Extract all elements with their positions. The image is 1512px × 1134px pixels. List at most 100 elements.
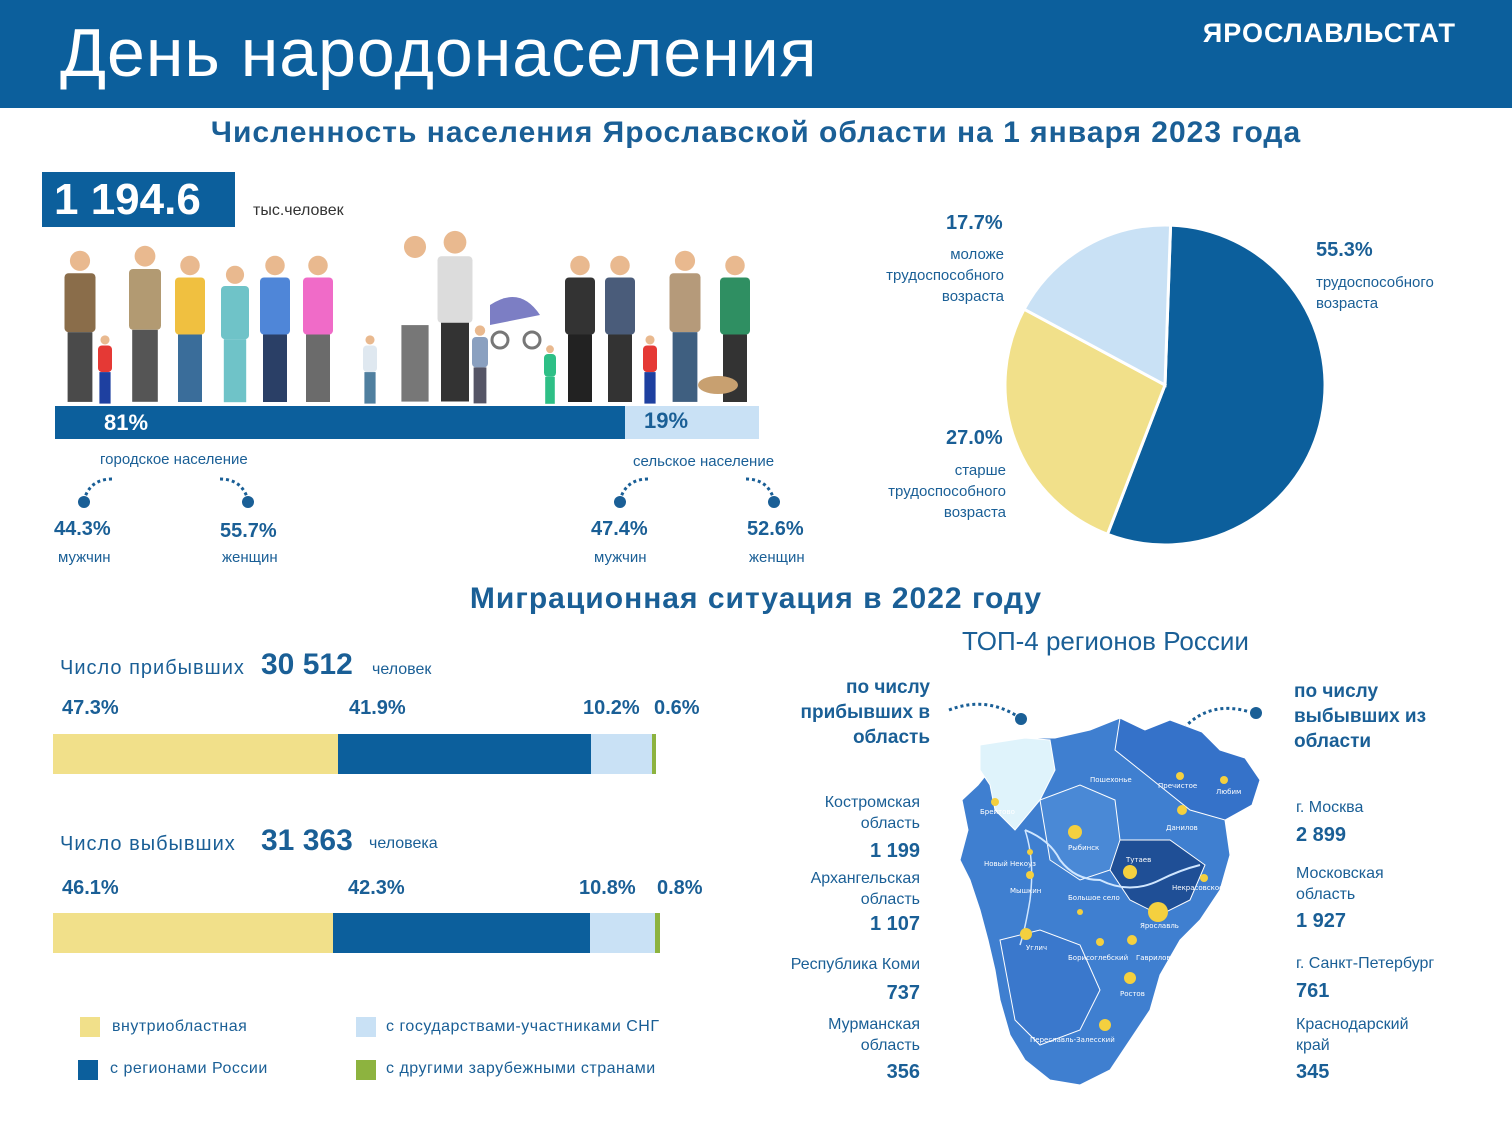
map-label-rybinsk: Рыбинск xyxy=(1068,844,1099,852)
stroller-wheel-icon xyxy=(490,330,510,350)
pie-young-label: моложе трудоспособного возраста xyxy=(886,246,1004,305)
stroller-wheel-icon xyxy=(522,330,542,350)
arrivals-region-1-value: 1 199 xyxy=(869,840,920,862)
person-4-head xyxy=(180,255,200,276)
arrivals-segment-foreign xyxy=(652,734,656,774)
arrivals-pct-foreign: 0.6% xyxy=(654,697,700,719)
arrivals-region-4-value: 356 xyxy=(886,1061,920,1083)
person-3-head xyxy=(134,245,156,267)
departures-region-4-name: Краснодарский край xyxy=(1296,1016,1409,1054)
rural-men-label: мужчин xyxy=(594,549,647,566)
arrivals-stacked-bar xyxy=(53,734,656,774)
total-population-value: 1 194.6 xyxy=(42,172,235,227)
person-11-head xyxy=(474,325,486,336)
person-17-torso xyxy=(720,277,750,335)
map-label-breitovo: Брейтово xyxy=(980,808,1015,816)
urban-share-pct: 81% xyxy=(104,410,149,435)
departures-stacked-bar xyxy=(53,913,660,953)
brand-logo-text: ЯРОСЛАВЛЬСТАТ xyxy=(1202,18,1456,48)
person-15-legs xyxy=(644,372,656,404)
rural-men-arc-icon xyxy=(614,477,649,508)
rural-share-pct: 19% xyxy=(644,408,689,433)
person-9-head xyxy=(403,235,427,258)
map-label-lyubim: Любим xyxy=(1216,788,1241,796)
person-5-torso xyxy=(221,286,249,340)
person-2-head xyxy=(100,335,110,345)
person-13-torso xyxy=(565,277,595,335)
person-5-legs xyxy=(223,339,247,403)
rural-label: сельское население xyxy=(633,453,775,470)
arrivals-pct-russia: 41.9% xyxy=(349,697,406,719)
departures-segment-foreign xyxy=(655,913,660,953)
arrivals-segment-russia xyxy=(338,734,591,774)
total-population-unit: тыс.человек xyxy=(253,202,344,219)
arrivals-pct-intra: 47.3% xyxy=(62,697,119,719)
person-9-torso xyxy=(398,260,432,326)
person-3-torso xyxy=(129,269,161,330)
person-7-head xyxy=(308,255,328,276)
pie-slice-younger xyxy=(1022,223,1173,388)
urban-women-label: женщин xyxy=(222,549,278,566)
person-5-head xyxy=(225,265,245,284)
person-17-head xyxy=(725,255,745,276)
map-label-yaroslavl: Ярославль xyxy=(1140,922,1179,930)
person-4-legs xyxy=(178,334,202,402)
urban-label: городское население xyxy=(100,451,248,468)
departures-pct-cis: 10.8% xyxy=(579,877,636,899)
age-structure-pie xyxy=(1003,223,1327,547)
arrivals-segment-intra xyxy=(53,734,339,774)
pie-working-age-label: трудоспособного возраста xyxy=(1316,274,1434,312)
header-banner: День народонаселения ЯРОСЛАВЛЬСТАТ xyxy=(0,0,1512,108)
top4-arrivals-heading: по числу прибывших в область xyxy=(800,677,930,748)
arrivals-region-1-name: Костромская область xyxy=(824,794,920,832)
person-12-head xyxy=(546,345,554,354)
legend-swatch-foreign xyxy=(356,1060,376,1080)
arrivals-region-2-value: 1 107 xyxy=(869,913,920,935)
person-16-torso xyxy=(669,273,701,333)
departures-pct-foreign: 0.8% xyxy=(657,877,703,899)
top4-title: ТОП-4 регионов России xyxy=(962,626,1249,656)
departures-segment-russia xyxy=(332,913,590,953)
person-11-legs xyxy=(473,367,487,404)
page-title: День народонаселения xyxy=(60,15,818,91)
person-15-head xyxy=(645,335,655,345)
stroller-icon xyxy=(490,297,540,325)
person-15-torso xyxy=(643,345,657,373)
person-6-legs xyxy=(263,334,287,402)
pie-slice-working-age xyxy=(1105,223,1327,547)
person-10-torso xyxy=(437,256,473,323)
person-8-torso xyxy=(363,345,377,373)
top4-departures-heading: по числу выбывших из области xyxy=(1294,681,1427,752)
person-14-legs xyxy=(608,334,632,402)
departures-pct-russia: 42.3% xyxy=(348,877,405,899)
departures-region-4-value: 345 xyxy=(1296,1061,1330,1083)
map-label-rostov: Ростов xyxy=(1120,990,1145,998)
pie-slice-older xyxy=(1003,307,1167,537)
departures-segment-intra xyxy=(53,913,333,953)
person-11-torso xyxy=(472,337,488,368)
population-section-title: Численность населения Ярославской област… xyxy=(210,116,1302,149)
map-label-gavrilov-yam: Гаврилов-Ям xyxy=(1136,954,1183,962)
person-14-head xyxy=(610,255,630,276)
person-8-legs xyxy=(364,372,376,404)
departures-region-2-value: 1 927 xyxy=(1296,910,1347,932)
pie-young-pct: 17.7% xyxy=(946,212,1003,234)
person-7-legs xyxy=(306,334,330,402)
person-13-head xyxy=(570,255,590,276)
arrivals-segment-cis xyxy=(590,734,653,774)
rural-women-label: женщин xyxy=(749,549,805,566)
map-label-tutaev: Тутаев xyxy=(1125,856,1151,864)
legend-swatch-russia xyxy=(78,1060,98,1080)
map-label-bolshoe-selo: Большое село xyxy=(1068,894,1120,902)
rural-women-arc-icon xyxy=(745,477,780,508)
person-4-torso xyxy=(175,277,205,335)
map-label-prechistoe: Пречистое xyxy=(1158,782,1197,790)
person-12-torso xyxy=(544,354,556,377)
departures-label: Число выбывших xyxy=(60,833,236,855)
person-10-legs xyxy=(441,322,469,402)
person-2-legs xyxy=(99,372,111,404)
migration-section-title: Миграционная ситуация в 2022 году xyxy=(469,582,1043,615)
map-label-pereslavl: Переславль-Залесский xyxy=(1030,1036,1115,1044)
pie-working-age-pct: 55.3% xyxy=(1316,239,1373,261)
legend-swatch-cis xyxy=(356,1017,376,1037)
